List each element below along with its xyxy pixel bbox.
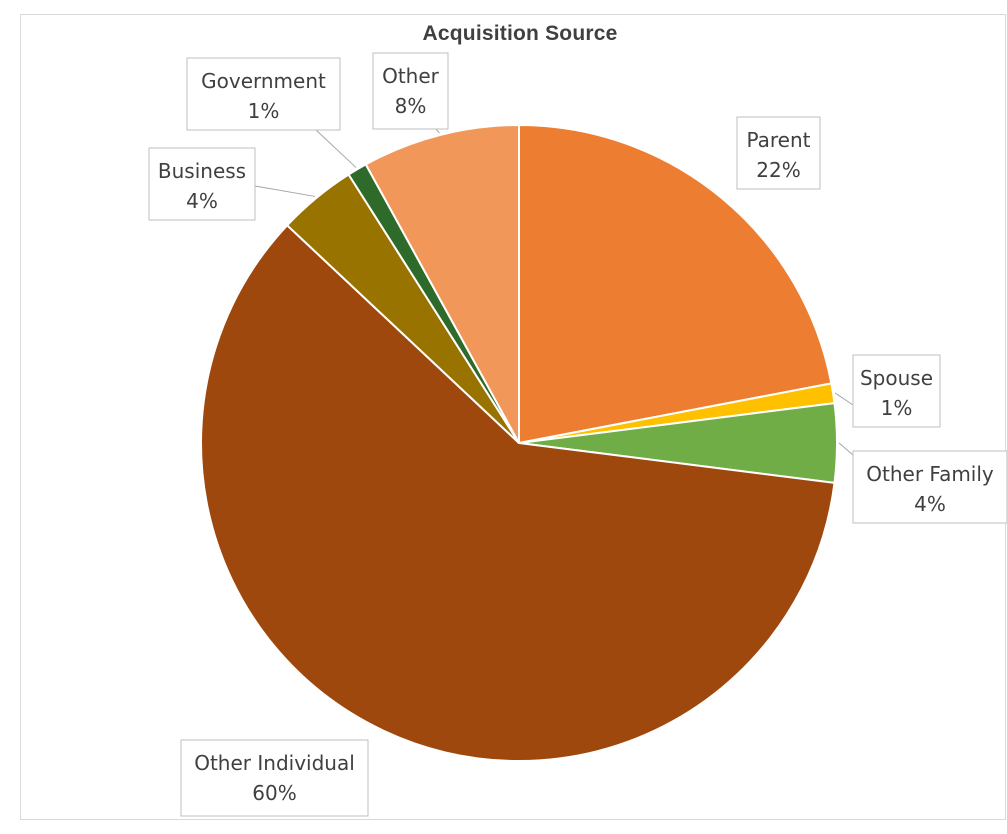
data-label-name-spouse: Spouse (860, 366, 933, 390)
data-label-value-spouse: 1% (881, 396, 913, 420)
leader-line-spouse (834, 392, 854, 406)
data-label-value-other: 8% (395, 94, 427, 118)
data-label-box-parent (736, 116, 821, 190)
data-label-value-other-individual: 60% (252, 781, 296, 805)
slice-parent (518, 123, 833, 445)
data-label-box-government (186, 57, 341, 131)
slice-other (364, 123, 520, 444)
data-label-value-parent: 22% (756, 158, 800, 182)
data-label-name-other: Other (382, 64, 440, 88)
data-label-name-other-individual: Other Individual (194, 751, 355, 775)
leader-line-business (254, 185, 316, 197)
data-label-name-other-family: Other Family (866, 462, 994, 486)
leader-line-other (435, 128, 440, 134)
leader-line-other-family (838, 442, 854, 456)
data-label-box-other (372, 52, 449, 130)
data-label-name-business: Business (158, 159, 246, 183)
data-label-box-spouse (852, 354, 941, 428)
leader-line-government (315, 129, 357, 168)
data-label-name-parent: Parent (746, 128, 810, 152)
chart-title: Acquisition Source (422, 22, 618, 45)
data-label-box-business (148, 147, 256, 221)
data-label-box-other-individual (180, 739, 369, 817)
data-label-value-government: 1% (248, 99, 280, 123)
data-label-value-business: 4% (186, 189, 218, 213)
data-label-name-government: Government (201, 69, 326, 93)
data-label-box-other-family (852, 450, 1007, 524)
data-label-value-other-family: 4% (914, 492, 946, 516)
slice-other-individual (200, 223, 836, 762)
